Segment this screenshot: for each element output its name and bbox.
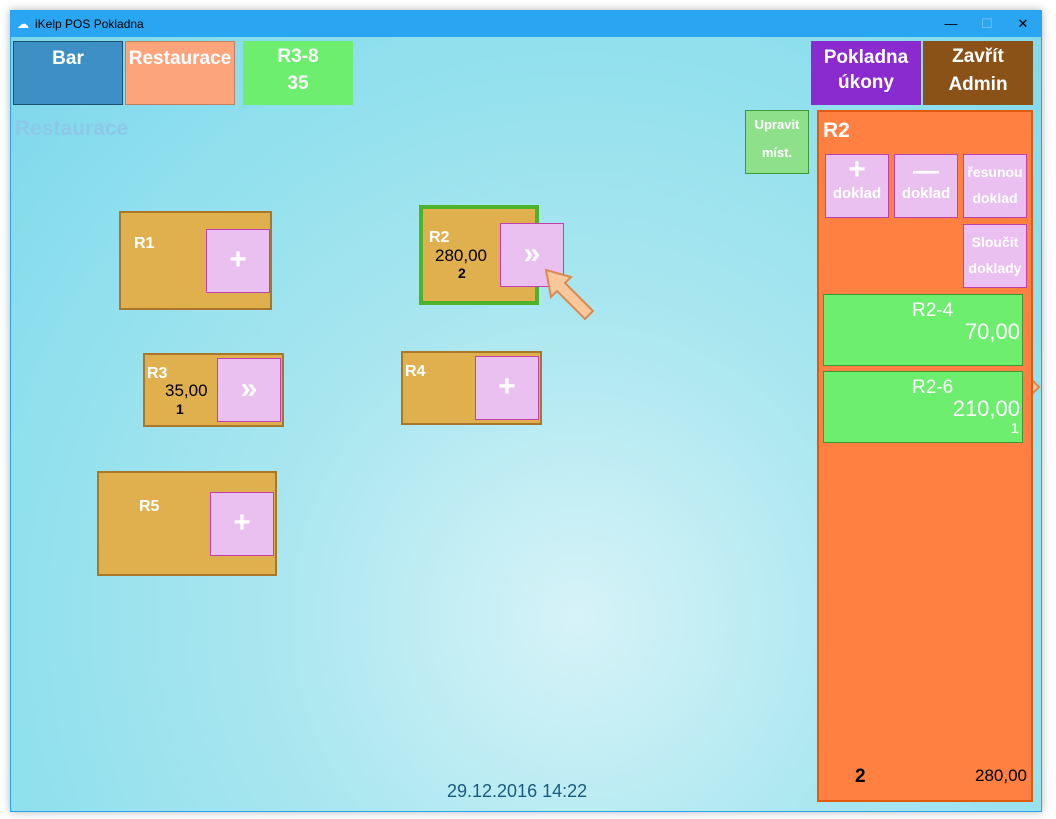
upravit-label-2: míst. — [761, 145, 793, 160]
table-name: R4 — [405, 363, 426, 380]
doc-name: R2-4 — [912, 300, 954, 321]
add-doc-icon[interactable]: + — [475, 356, 539, 420]
doc-amount: 210,00 — [952, 396, 1020, 421]
move-doc-label-2: doklad — [972, 190, 1018, 206]
open-doc-button[interactable]: R3-8 35 — [243, 41, 353, 105]
add-doc-label: doklad — [832, 185, 882, 202]
table-name: R2 — [429, 229, 450, 246]
pokladna-label-1: Pokladna — [823, 47, 909, 68]
table-detail-panel: R2 + doklad — doklad řesunou doklad Sloučit… — [817, 110, 1033, 802]
table-r5[interactable]: R5 + — [97, 471, 277, 576]
open-doc-name: R3-8 — [277, 46, 319, 67]
plus-icon: + — [848, 153, 866, 186]
tab-restaurace-label: Restaurace — [128, 48, 232, 69]
total-count: 2 — [855, 766, 866, 787]
table-name: R3 — [147, 365, 168, 382]
tab-bar[interactable]: Bar — [13, 41, 123, 105]
add-doc-button[interactable]: + doklad — [825, 154, 889, 218]
table-name: R1 — [134, 235, 155, 252]
move-doc-label-1: řesunou — [967, 164, 1023, 180]
open-doc-value: 35 — [287, 73, 309, 94]
minimize-button[interactable]: — — [944, 16, 958, 31]
merge-label-2: doklady — [968, 260, 1022, 276]
merge-docs-button[interactable]: Sloučit doklady — [963, 224, 1027, 288]
area-title: Restaurace — [15, 117, 129, 140]
app-window: ☁ iKelp POS Pokladna — ☐ ✕ Bar Restaurac… — [10, 10, 1042, 812]
merge-label-1: Sloučit — [971, 234, 1019, 250]
move-doc-button[interactable]: řesunou doklad — [963, 154, 1027, 218]
tab-bar-label: Bar — [52, 48, 84, 69]
table-count: 1 — [176, 401, 184, 417]
main-area: Bar Restaurace R3-8 35 Pokladna úkony Zavř… — [11, 37, 1041, 811]
remove-doc-label: doklad — [901, 185, 951, 202]
table-r2[interactable]: R2 280,00 2 » — [419, 205, 564, 305]
open-table-icon[interactable]: » — [217, 358, 281, 422]
table-count: 2 — [458, 265, 466, 281]
title-bar: ☁ iKelp POS Pokladna — ☐ ✕ — [11, 11, 1041, 37]
minus-icon: — — [913, 155, 939, 185]
panel-title: R2 — [823, 119, 850, 142]
pokladna-ukony-button[interactable]: Pokladna úkony — [811, 41, 921, 105]
table-r1[interactable]: R1 + — [119, 211, 272, 310]
zavrit-label-2: Admin — [948, 74, 1008, 95]
table-name: R5 — [139, 498, 160, 515]
upravit-label-1: Upravit — [754, 117, 800, 132]
remove-doc-button[interactable]: — doklad — [894, 154, 958, 218]
open-table-icon[interactable]: » — [500, 223, 564, 287]
doc-amount: 70,00 — [964, 319, 1020, 344]
total-amount: 280,00 — [975, 766, 1027, 785]
table-r3[interactable]: R3 35,00 1 » — [143, 353, 284, 427]
tab-restaurace[interactable]: Restaurace — [125, 41, 235, 105]
maximize-button[interactable]: ☐ — [981, 16, 993, 31]
add-doc-icon[interactable]: + — [210, 492, 274, 556]
pokladna-label-2: úkony — [838, 72, 894, 93]
zavrit-admin-button[interactable]: Zavřít Admin — [923, 41, 1033, 105]
window-title: iKelp POS Pokladna — [35, 17, 144, 31]
table-r4[interactable]: R4 + — [401, 351, 542, 425]
close-button[interactable]: ✕ — [1017, 16, 1029, 31]
upravit-mist-button[interactable]: Upravit míst. — [745, 110, 809, 174]
doc-item[interactable]: R2-6 210,00 1 — [823, 371, 1023, 443]
zavrit-label-1: Zavřít — [952, 46, 1004, 67]
table-amount: 35,00 — [165, 381, 208, 400]
add-doc-icon[interactable]: + — [206, 229, 270, 293]
table-amount: 280,00 — [435, 246, 487, 265]
doc-name: R2-6 — [912, 377, 954, 398]
app-icon: ☁ — [17, 17, 29, 31]
doc-count: 1 — [1010, 420, 1019, 437]
datetime: 29.12.2016 14:22 — [447, 781, 588, 801]
pointer-cursor-icon — [544, 268, 595, 321]
doc-item[interactable]: R2-4 70,00 — [823, 294, 1023, 366]
